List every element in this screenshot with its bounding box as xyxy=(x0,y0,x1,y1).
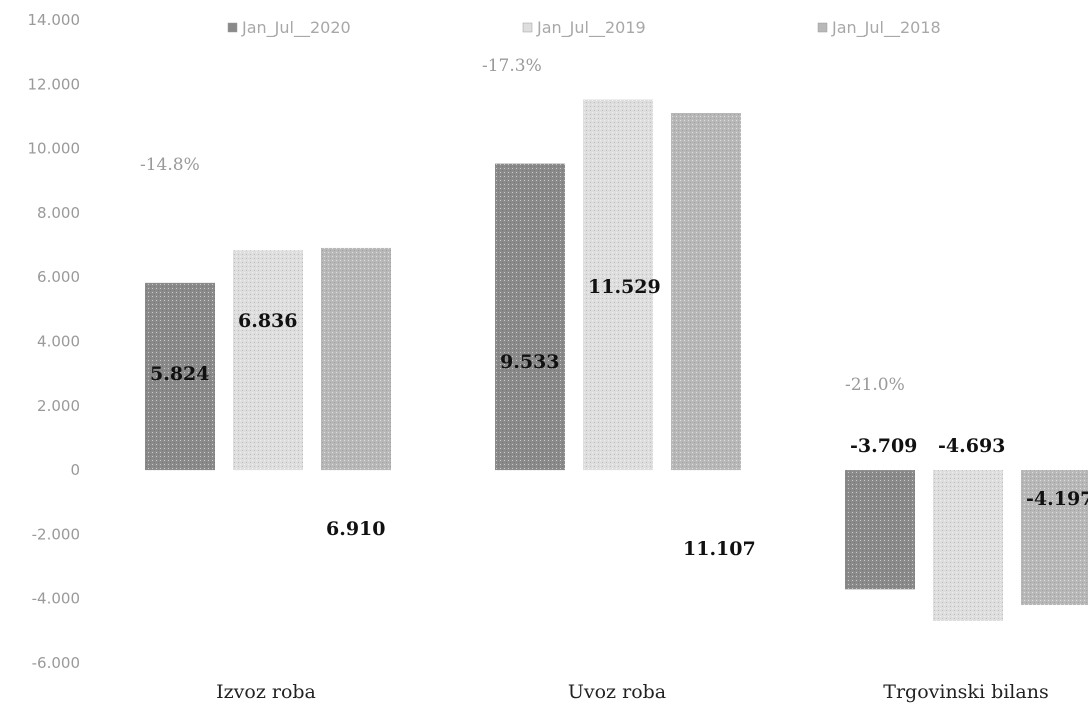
legend-label: Jan_Jul__2018 xyxy=(831,18,941,38)
bar-texture xyxy=(933,470,1003,621)
y-tick-label: 10.000 xyxy=(28,140,81,158)
y-tick-label: -4.000 xyxy=(32,590,80,608)
bar-texture xyxy=(1021,470,1088,606)
y-tick-label: -6.000 xyxy=(32,654,80,672)
category-label: Trgovinski bilans xyxy=(883,681,1048,703)
legend-label: Jan_Jul__2020 xyxy=(241,18,351,38)
bar-texture xyxy=(233,250,303,471)
bar-texture xyxy=(845,470,915,590)
category-label: Uvoz roba xyxy=(568,681,666,703)
y-tick-label: 0 xyxy=(70,461,80,479)
value-label: -4.693 xyxy=(938,435,1005,457)
value-label: -4.197 xyxy=(1026,488,1088,510)
value-label: -3.709 xyxy=(850,435,917,457)
x-axis-category-labels: Izvoz roba Uvoz roba Trgovinski bilans xyxy=(216,681,1049,703)
legend: Jan_Jul__2020 Jan_Jul__2019 Jan_Jul__2018 xyxy=(227,18,941,38)
bar-texture xyxy=(145,282,215,471)
percent-change-annotation: -14.8% xyxy=(140,155,200,175)
annotations: -14.8% -17.3% -21.0% xyxy=(140,56,905,395)
y-tick-label: 2.000 xyxy=(37,397,80,415)
y-tick-label: -2.000 xyxy=(32,525,80,543)
legend-swatch xyxy=(522,22,533,33)
y-tick-label: 12.000 xyxy=(28,75,81,93)
legend-swatch xyxy=(227,22,238,33)
value-labels: 5.824 9.533 -3.709 6.836 11.529 -4.693 6.910 11… xyxy=(150,276,1088,560)
value-label: 6.836 xyxy=(238,310,298,332)
value-label: 6.910 xyxy=(326,518,386,540)
value-label: 5.824 xyxy=(150,363,210,385)
bar-texture xyxy=(495,163,565,471)
y-tick-label: 4.000 xyxy=(37,333,80,351)
percent-change-annotation: -21.0% xyxy=(845,375,905,395)
value-label: 9.533 xyxy=(500,351,560,373)
y-axis: 14.000 12.000 10.000 8.000 6.000 4.000 2.000 0 -… xyxy=(28,11,81,672)
y-tick-label: 6.000 xyxy=(37,268,80,286)
bar-texture xyxy=(671,113,741,471)
bars xyxy=(145,99,1088,621)
y-tick-label: 14.000 xyxy=(28,11,81,29)
percent-change-annotation: -17.3% xyxy=(482,56,542,76)
bar-texture xyxy=(321,247,391,471)
legend-label: Jan_Jul__2019 xyxy=(536,18,646,38)
legend-swatch xyxy=(817,22,828,33)
y-tick-label: 8.000 xyxy=(37,204,80,222)
value-label: 11.529 xyxy=(588,276,661,298)
category-label: Izvoz roba xyxy=(216,681,316,703)
bar-texture xyxy=(583,99,653,471)
value-label: 11.107 xyxy=(683,538,756,560)
